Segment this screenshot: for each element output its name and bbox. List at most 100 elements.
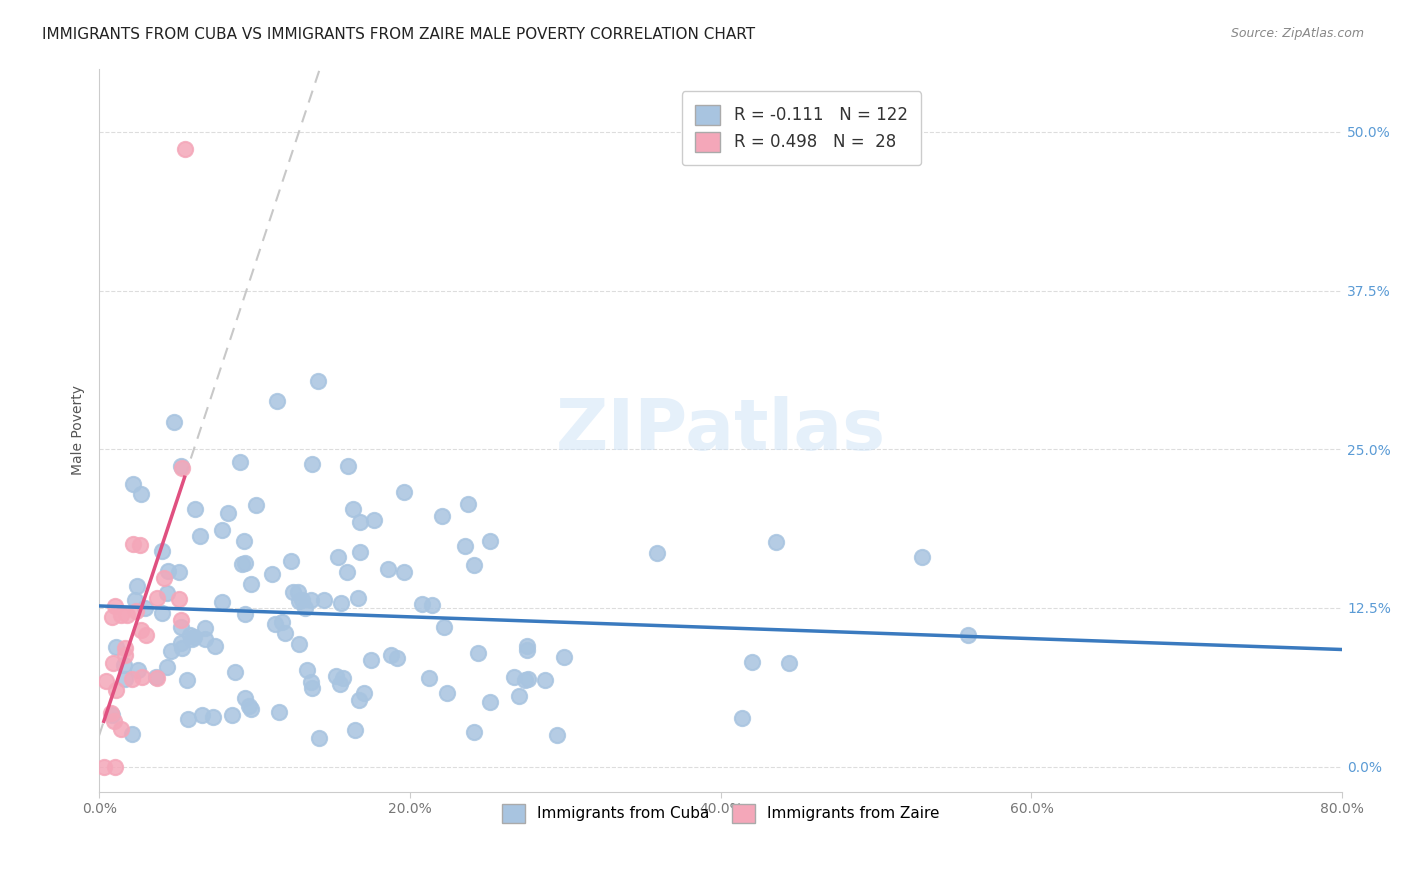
Point [156, 660, 179, 674]
Point [263, 617, 285, 632]
Point [155, 586, 177, 600]
Point [194, 632, 217, 646]
Point [100, 708, 122, 723]
Point [479, 695, 502, 709]
Point [211, 595, 233, 609]
Point [201, 710, 224, 724]
Point [238, 699, 260, 714]
Point [463, 724, 485, 739]
Point [129, 623, 152, 637]
Point [385, 651, 408, 665]
Point [344, 723, 367, 738]
Point [457, 497, 479, 511]
Text: Source: ZipAtlas.com: Source: ZipAtlas.com [1230, 27, 1364, 40]
Point [553, 649, 575, 664]
Point [332, 671, 354, 685]
Point [957, 628, 980, 642]
Point [778, 656, 800, 670]
Point [349, 544, 371, 558]
Point [167, 566, 190, 580]
Point [229, 455, 252, 469]
Point [167, 591, 190, 606]
Point [121, 672, 143, 686]
Point [114, 648, 136, 662]
Point [103, 714, 125, 728]
Y-axis label: Male Poverty: Male Poverty [72, 385, 86, 475]
Point [110, 723, 132, 737]
Point [104, 640, 127, 655]
Point [211, 523, 233, 537]
Point [124, 593, 146, 607]
Point [380, 648, 402, 662]
Point [172, 461, 194, 475]
Point [117, 607, 139, 622]
Point [233, 556, 256, 570]
Point [188, 528, 211, 542]
Point [176, 673, 198, 687]
Point [342, 502, 364, 516]
Point [191, 708, 214, 723]
Point [765, 535, 787, 549]
Point [233, 607, 256, 621]
Point [312, 593, 335, 607]
Point [100, 610, 122, 624]
Point [516, 640, 538, 654]
Point [336, 458, 359, 473]
Point [170, 620, 193, 634]
Point [295, 663, 318, 677]
Point [463, 558, 485, 572]
Point [454, 539, 477, 553]
Point [346, 591, 368, 605]
Point [114, 672, 136, 686]
Point [184, 502, 207, 516]
Point [150, 544, 173, 558]
Point [170, 459, 193, 474]
Point [430, 508, 453, 523]
Point [240, 576, 263, 591]
Point [418, 671, 440, 685]
Point [194, 621, 217, 635]
Point [377, 562, 399, 576]
Point [911, 549, 934, 564]
Point [145, 591, 167, 606]
Point [233, 690, 256, 705]
Point [347, 692, 370, 706]
Point [134, 601, 156, 615]
Point [392, 565, 415, 579]
Point [270, 615, 292, 629]
Point [326, 549, 349, 564]
Point [129, 538, 152, 552]
Point [325, 669, 347, 683]
Point [157, 564, 180, 578]
Point [420, 598, 443, 612]
Point [110, 607, 132, 622]
Point [239, 701, 262, 715]
Point [741, 655, 763, 669]
Text: IMMIGRANTS FROM CUBA VS IMMIGRANTS FROM ZAIRE MALE POVERTY CORRELATION CHART: IMMIGRANTS FROM CUBA VS IMMIGRANTS FROM … [42, 27, 755, 42]
Point [104, 599, 127, 613]
Point [153, 570, 176, 584]
Point [516, 643, 538, 657]
Point [121, 727, 143, 741]
Point [291, 593, 314, 607]
Point [183, 630, 205, 644]
Point [307, 374, 329, 388]
Point [125, 579, 148, 593]
Point [170, 641, 193, 656]
Point [260, 566, 283, 581]
Point [221, 708, 243, 723]
Point [534, 673, 557, 687]
Point [224, 665, 246, 679]
Point [363, 513, 385, 527]
Point [127, 663, 149, 677]
Point [245, 498, 267, 512]
Point [433, 619, 456, 633]
Point [281, 584, 304, 599]
Point [515, 673, 537, 687]
Point [96, 674, 118, 689]
Point [125, 604, 148, 618]
Point [502, 670, 524, 684]
Point [104, 683, 127, 698]
Point [169, 613, 191, 627]
Legend: Immigrants from Cuba, Immigrants from Zaire: Immigrants from Cuba, Immigrants from Za… [489, 792, 952, 835]
